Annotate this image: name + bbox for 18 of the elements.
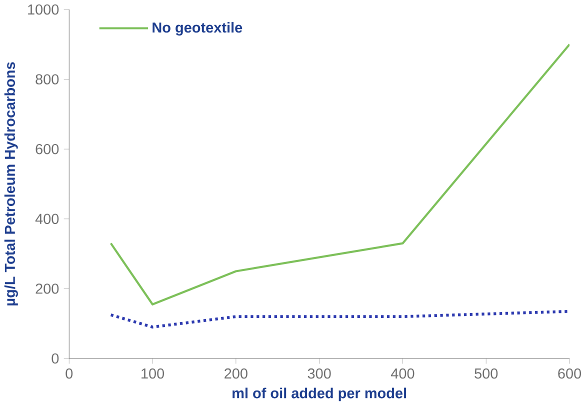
y-tick-label: 600 bbox=[36, 144, 59, 154]
x-axis-title: ml of oil added per model bbox=[232, 388, 406, 402]
x-tick-label: 0 bbox=[66, 368, 73, 379]
x-tick-label: 200 bbox=[224, 368, 248, 379]
x-tick-label: 500 bbox=[474, 368, 498, 379]
y-tick-label: 1000 bbox=[28, 4, 59, 15]
x-tick-label: 300 bbox=[308, 368, 331, 379]
x-tick-label: 600 bbox=[558, 368, 582, 379]
x-tick-label: 100 bbox=[142, 368, 164, 379]
legend-label: No geotextile bbox=[152, 22, 242, 36]
y-tick-label: 800 bbox=[36, 74, 59, 85]
y-tick-label: 400 bbox=[35, 214, 59, 224]
line-series bbox=[110, 44, 570, 306]
y-tick-label: 200 bbox=[36, 284, 59, 294]
line-series bbox=[109, 310, 570, 329]
y-tick-label: 0 bbox=[52, 354, 59, 364]
y-axis-title: µg/L Total Petroleum Hydrocarbons bbox=[4, 62, 18, 306]
x-tick-label: 400 bbox=[390, 368, 414, 379]
